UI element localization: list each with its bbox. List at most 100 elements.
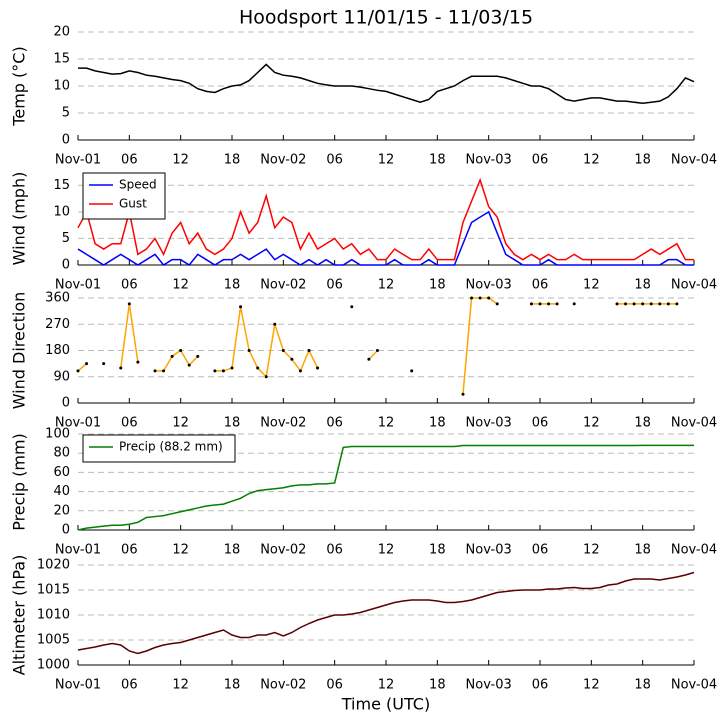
data-line [77,444,694,531]
legend-label: Precip (88.2 mm) [119,440,223,454]
x-tick-label: Nov-04 [671,416,717,431]
data-point [196,354,200,358]
x-tick-label: Nov-01 [55,416,101,431]
data-line [78,63,695,105]
x-tick-label: 06 [121,543,138,558]
x-tick-label: 18 [224,278,241,293]
x-tick-label: 06 [121,153,138,168]
x-tick-label: Nov-04 [671,153,717,168]
legend-box [82,172,166,220]
x-tick-label: Nov-02 [260,543,306,558]
x-tick-label: Nov-02 [260,416,306,431]
x-tick-label: 18 [634,153,651,168]
x-tick-label: 06 [532,678,549,693]
data-point [350,305,354,309]
data-point [649,302,653,306]
x-tick-label: 18 [224,416,241,431]
data-point [230,366,234,370]
x-tick-label: 12 [583,416,600,431]
x-tick-label: 18 [429,543,446,558]
y-tick-label: 1010 [37,608,70,623]
legend-label: Speed [119,178,157,192]
data-point [119,366,123,370]
y-tick-label: 0 [62,133,70,148]
x-tick-label: Nov-03 [466,278,512,293]
y-axis-label: Precip (mm) [10,433,29,531]
data-point [136,360,140,364]
y-tick-label: 20 [53,25,70,40]
y-tick-label: 10 [53,204,70,219]
x-tick-label: 12 [378,153,395,168]
y-tick-label: 10 [53,79,70,94]
y-tick-label: 60 [53,465,70,480]
x-tick-label: Nov-03 [466,678,512,693]
data-point [298,369,302,373]
x-tick-label: Nov-02 [260,153,306,168]
x-tick-label: 18 [634,416,651,431]
x-tick-label: 12 [378,278,395,293]
data-point [76,369,80,373]
x-tick-label: Nov-01 [55,678,101,693]
data-point [555,302,559,306]
x-tick-label: Nov-04 [671,543,717,558]
data-point [316,366,320,370]
x-tick-label: 18 [429,278,446,293]
x-tick-label: 12 [378,678,395,693]
x-tick-label: 06 [532,153,549,168]
x-tick-label: 12 [583,153,600,168]
legend: Precip (88.2 mm) [82,434,236,463]
x-tick-label: 06 [121,678,138,693]
data-point [478,296,482,300]
x-tick-label: 18 [634,543,651,558]
x-tick-label: 12 [172,678,189,693]
x-tick-label: 18 [224,543,241,558]
x-axis-label: Time (UTC) [341,695,430,714]
x-tick-label: 18 [224,678,241,693]
data-line [368,349,378,360]
x-tick-label: 06 [326,416,343,431]
data-point [375,349,379,352]
data-point [675,302,679,306]
x-tick-label: Nov-01 [55,543,101,558]
data-point [290,357,294,361]
data-point [264,375,268,379]
x-tick-label: 12 [172,543,189,558]
data-point [307,349,311,352]
data-point [170,354,174,358]
data-point [461,392,465,396]
data-point [127,302,131,306]
data-point [153,369,157,373]
y-tick-label: 180 [45,343,70,358]
y-tick-label: 1020 [37,558,70,573]
y-tick-label: 1005 [37,633,70,648]
x-tick-label: Nov-02 [260,678,306,693]
data-point [615,302,619,306]
data-point [273,322,277,326]
data-point [624,302,628,306]
y-tick-label: 5 [62,106,70,121]
x-tick-label: 06 [326,278,343,293]
y-tick-label: 20 [53,503,70,518]
y-tick-label: 80 [53,446,70,461]
x-tick-label: 06 [121,416,138,431]
data-point [213,369,217,373]
data-point [410,369,414,373]
x-tick-label: 12 [583,278,600,293]
y-tick-label: 100 [45,427,70,442]
x-tick-label: Nov-02 [260,278,306,293]
x-tick-label: 06 [326,153,343,168]
data-point [658,302,662,306]
data-point [281,349,285,352]
x-tick-label: 12 [583,543,600,558]
data-line [462,297,498,395]
x-tick-label: 12 [172,416,189,431]
data-point [102,362,106,366]
x-tick-label: 18 [224,153,241,168]
x-tick-label: 18 [634,678,651,693]
x-tick-label: Nov-04 [671,678,717,693]
x-tick-label: 12 [172,278,189,293]
data-point [239,305,243,309]
data-point [495,302,499,306]
x-tick-label: 18 [429,416,446,431]
